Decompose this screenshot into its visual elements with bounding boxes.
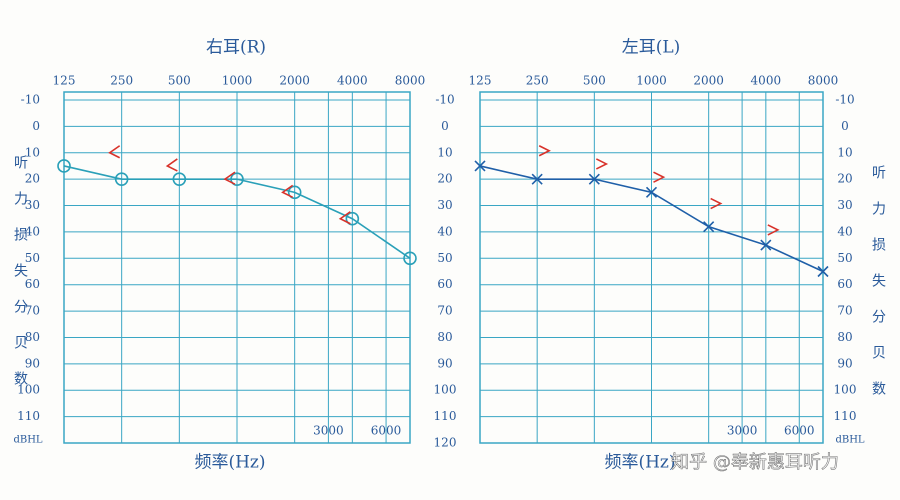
x-tick-label: 2000 (693, 74, 724, 88)
marker (817, 265, 829, 278)
marker (531, 173, 543, 185)
y2-tick-label: 60 (437, 277, 452, 291)
y-tick-label: 20 (25, 172, 40, 186)
watermark: 知乎 @奉新惠耳听力 (671, 452, 839, 473)
marker (287, 185, 302, 200)
marker (345, 211, 360, 226)
y-tick-label: 30 (837, 198, 852, 212)
y-tick-label: 50 (25, 251, 40, 265)
marker (172, 172, 187, 186)
x-axis-label: 频率(Hz) (604, 453, 675, 473)
y-tick-label: 60 (25, 277, 40, 291)
chart-title: 左耳(L) (622, 38, 681, 58)
marker (588, 173, 600, 185)
y-unit: dBHL (835, 435, 864, 446)
x-tick-label: 125 (469, 74, 492, 88)
y-tick-label: 90 (837, 356, 852, 370)
y-tick-label: 0 (841, 119, 849, 133)
x-axis-label: 频率(Hz) (194, 453, 265, 473)
y2-tick-label: 40 (437, 224, 452, 238)
y-tick-label: 10 (837, 145, 852, 159)
marker (710, 197, 723, 210)
y-unit: dBHL (13, 435, 42, 446)
marker (165, 158, 178, 172)
marker (767, 224, 780, 236)
marker (538, 145, 551, 157)
x-tick-label: 1000 (222, 74, 253, 88)
series-line (63, 165, 411, 259)
y2-tick-label: 120 (434, 436, 457, 450)
x-tick-label: 500 (583, 74, 606, 88)
x-tick-label: 2000 (279, 74, 310, 88)
y-tick-label: 40 (837, 224, 852, 238)
marker (653, 171, 666, 183)
y-tick-label: 100 (17, 383, 40, 397)
y-axis-label: 听力损失分贝数 (12, 155, 28, 407)
marker (474, 160, 486, 172)
marker (760, 239, 772, 251)
x-tick-label: 1000 (636, 74, 667, 88)
marker (223, 171, 236, 185)
chart-title: 右耳(R) (206, 38, 266, 58)
y2-tick-label: 10 (437, 145, 452, 159)
y2-tick-label: -10 (435, 93, 454, 107)
y-axis-label: 听力损失分贝数 (870, 165, 886, 417)
x-tick-label: 500 (168, 74, 191, 88)
x-tick-label: 4000 (751, 74, 782, 88)
y-tick-label: 40 (25, 224, 40, 238)
y2-tick-label: 0 (441, 119, 449, 133)
y-tick-label: 70 (837, 304, 852, 318)
marker (403, 251, 417, 266)
x-tick-label: 250 (110, 74, 133, 88)
marker (114, 172, 129, 186)
y-tick-label: 110 (17, 409, 40, 423)
y2-tick-label: 90 (437, 356, 452, 370)
y-tick-label: -10 (21, 93, 40, 107)
y-tick-label: 90 (25, 356, 40, 370)
y2-tick-label: 100 (434, 383, 457, 397)
y-tick-label: 60 (837, 277, 852, 291)
y-tick-label: 70 (25, 304, 40, 318)
marker (338, 211, 351, 225)
y-tick-label: 30 (25, 198, 40, 212)
marker (57, 159, 71, 173)
y2-tick-label: 20 (437, 172, 452, 186)
y-tick-label: 80 (837, 330, 852, 344)
y-tick-label: 100 (834, 383, 857, 397)
y2-tick-label: 50 (437, 251, 452, 265)
y2-tick-label: 80 (437, 330, 452, 344)
marker (703, 221, 715, 233)
x-tick-label: 4000 (337, 74, 368, 88)
y-tick-label: 80 (25, 330, 40, 344)
marker (108, 145, 121, 159)
y2-tick-label: 30 (437, 198, 452, 212)
y-tick-label: 110 (834, 409, 857, 423)
y-tick-label: 10 (25, 145, 40, 159)
marker (595, 158, 609, 170)
x-tick-label: 8000 (395, 74, 426, 88)
y-tick-label: 20 (837, 172, 852, 186)
marker (230, 172, 244, 186)
x-tick-label: 8000 (808, 74, 839, 88)
y-tick-label: -10 (835, 93, 854, 107)
x-tick-label: 125 (53, 74, 76, 88)
marker (645, 186, 658, 198)
y2-tick-label: 110 (434, 409, 457, 423)
x-tick-label: 250 (526, 74, 549, 88)
y2-tick-label: 70 (437, 304, 452, 318)
y-tick-label: 0 (32, 119, 40, 133)
y-tick-label: 50 (837, 251, 852, 265)
marker (281, 184, 294, 199)
